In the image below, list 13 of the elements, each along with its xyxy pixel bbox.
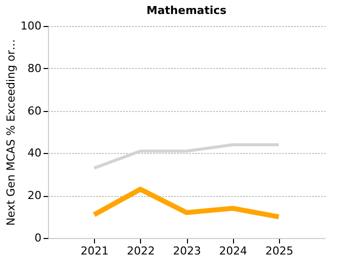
chart-title: Mathematics: [146, 4, 227, 17]
y-tick-label: 60: [28, 104, 42, 118]
x-tick-label: 2021: [80, 244, 109, 258]
x-tick-label: 2023: [173, 244, 201, 258]
y-axis-title: Next Gen MCAS % Exceeding or…: [4, 39, 18, 226]
y-tick-label: 20: [28, 189, 42, 202]
y-tick-label: 100: [20, 20, 42, 32]
x-tick-label: 2022: [126, 244, 155, 258]
x-tick-label: 2025: [265, 244, 294, 258]
x-tick-label: 2024: [219, 244, 248, 258]
y-tick-label: 0: [34, 232, 42, 244]
y-tick-label: 40: [28, 146, 42, 160]
y-tick-label: 80: [28, 62, 42, 75]
